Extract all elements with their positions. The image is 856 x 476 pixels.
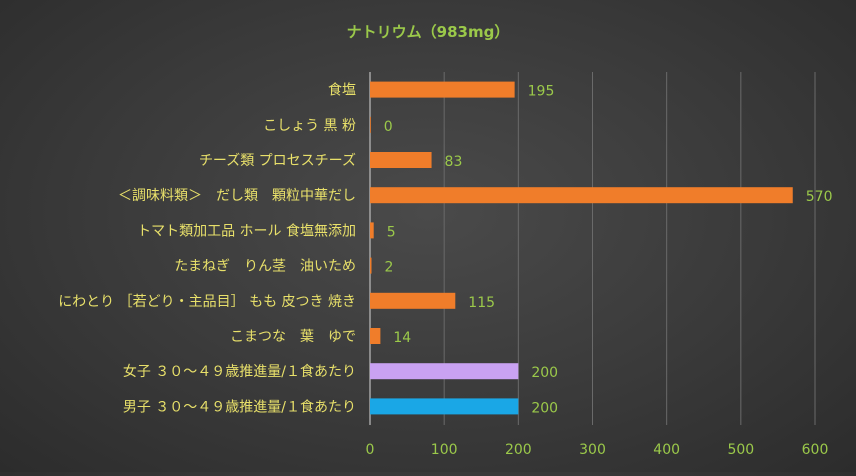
value-label: 0 xyxy=(384,119,393,135)
value-label: 195 xyxy=(528,84,555,100)
value-label: 2 xyxy=(385,260,394,276)
bar xyxy=(370,257,372,274)
value-label: 14 xyxy=(393,330,411,346)
value-label: 83 xyxy=(445,154,463,170)
x-tick-label: 0 xyxy=(366,442,375,458)
bar xyxy=(370,398,519,415)
category-label: 男子 ３０～４９歳推進量/１食あたり xyxy=(123,398,356,415)
x-tick-label: 100 xyxy=(431,442,458,458)
x-tick-label: 300 xyxy=(579,442,606,458)
category-label: こまつな 葉 ゆで xyxy=(230,329,356,345)
category-label: トマト類加工品 ホール 食塩無添加 xyxy=(137,222,356,239)
x-tick-label: 600 xyxy=(802,442,829,458)
bar xyxy=(370,187,793,204)
bar xyxy=(370,152,432,168)
x-tick-label: 500 xyxy=(727,442,754,458)
category-label: にわとり ［若どり・主品目］ もも 皮つき 焼き xyxy=(58,294,356,310)
bar xyxy=(370,81,515,98)
bar-layer xyxy=(370,81,793,415)
label-layer: 0 100 200 300 400 500 600 食塩 195 こしょう 黒 粉 0 チーズ類 プロ… xyxy=(58,82,832,458)
bar xyxy=(370,292,456,309)
category-label: 食塩 xyxy=(328,82,356,99)
category-label: こしょう 黒 粉 xyxy=(263,118,356,134)
value-label: 115 xyxy=(468,295,495,311)
value-label: 570 xyxy=(806,189,833,205)
category-label: チーズ類 プロセスチーズ xyxy=(199,153,356,169)
bar xyxy=(370,363,519,380)
value-label: 5 xyxy=(387,224,396,240)
category-label: たまねぎ りん茎 油いため xyxy=(174,259,356,275)
value-label: 200 xyxy=(531,365,558,381)
category-label: 女子 ３０～４９歳推進量/１食あたり xyxy=(123,363,356,380)
category-label: ＜調味料類＞ だし類 顆粒中華だし xyxy=(118,188,356,204)
x-tick-label: 400 xyxy=(653,442,680,458)
chart-title: ナトリウム（983mg） xyxy=(347,23,510,41)
x-tick-label: 200 xyxy=(505,442,532,458)
bar xyxy=(370,222,374,239)
bar xyxy=(370,328,381,344)
bar xyxy=(370,116,371,133)
value-label: 200 xyxy=(531,400,558,416)
